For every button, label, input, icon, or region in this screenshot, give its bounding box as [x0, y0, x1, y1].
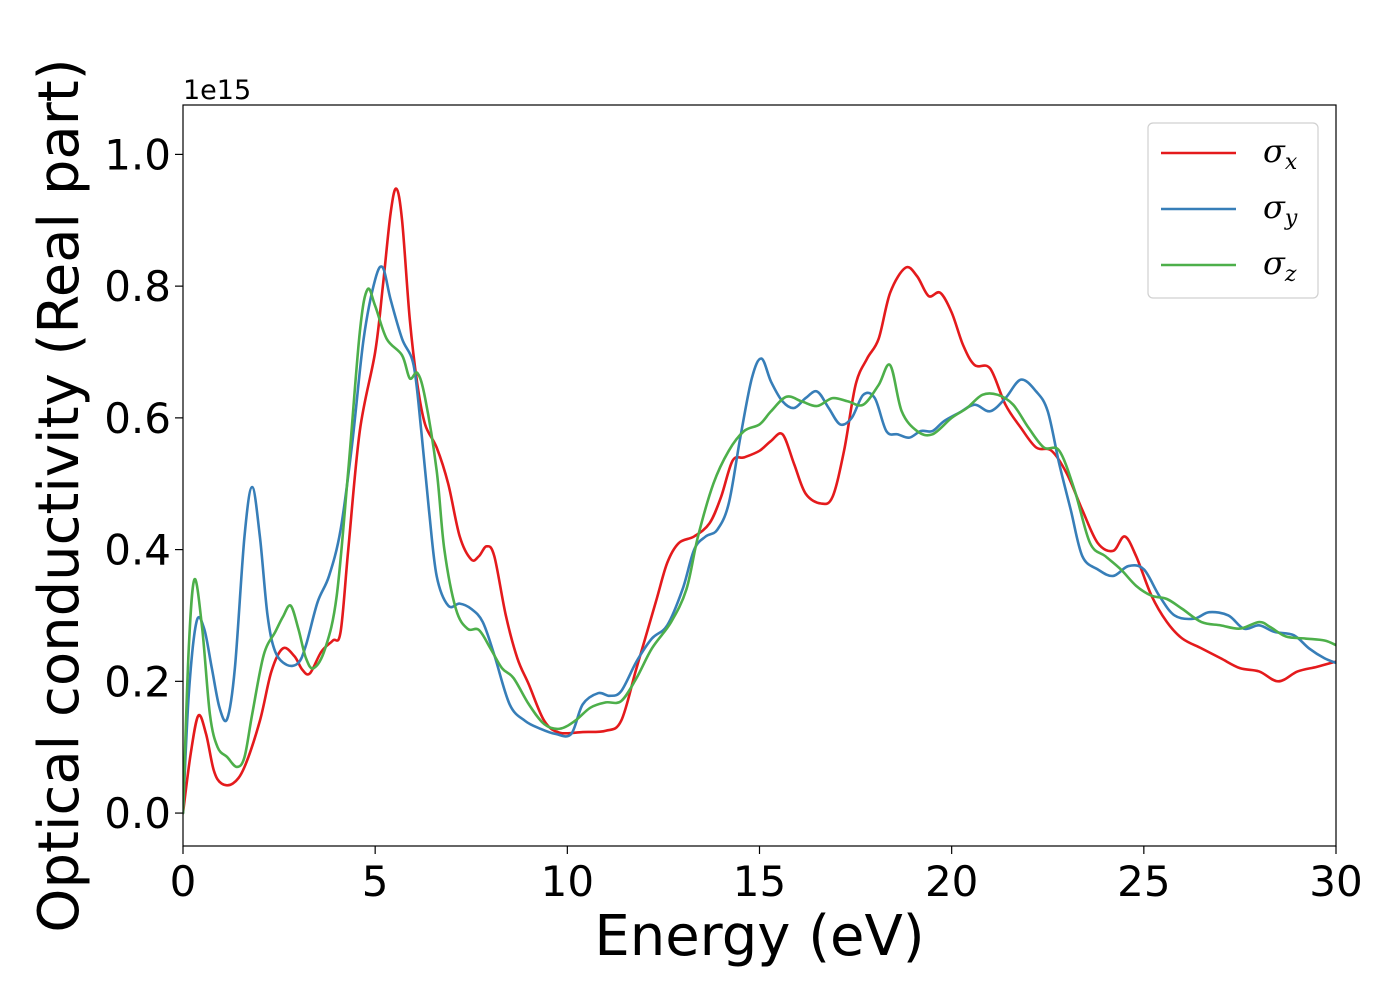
- x-tick-label: 15: [733, 857, 786, 906]
- ticks-layer: 0 5 10 15 20 25 30 0.0 0.2 0.4 0.6 0.8 1.0: [104, 130, 1363, 906]
- y-tick-label: 0.0: [104, 789, 171, 838]
- y-offset-label: 1e15: [183, 75, 251, 106]
- legend-label: σx: [1263, 132, 1298, 175]
- y-axis-title: Optical conductivity (Real part): [27, 58, 92, 932]
- x-tick-label: 30: [1309, 857, 1362, 906]
- legend-item-z: σz: [1161, 244, 1297, 287]
- y-tick-label: 0.6: [104, 394, 171, 443]
- y-tick-label: 0.2: [104, 657, 171, 706]
- legend-label: σy: [1263, 188, 1298, 231]
- legend-item-y: σy: [1161, 188, 1298, 231]
- legend: σx σy σz: [1147, 122, 1319, 299]
- x-tick-label: 25: [1117, 857, 1170, 906]
- x-tick-label: 20: [925, 857, 978, 906]
- series-layer: [183, 187, 1336, 815]
- y-tick-label: 0.8: [104, 262, 171, 311]
- x-tick-label: 5: [362, 857, 389, 906]
- legend-label: σz: [1263, 244, 1297, 287]
- legend-item-x: σx: [1161, 132, 1298, 175]
- series-line-z: [183, 287, 1336, 815]
- y-tick-label: 0.4: [104, 526, 171, 575]
- x-tick-label: 10: [541, 857, 594, 906]
- series-line-y: [183, 265, 1336, 815]
- legend-box: [1147, 122, 1319, 299]
- y-tick-label: 1.0: [104, 130, 171, 179]
- x-axis-title: Energy (eV): [594, 904, 924, 969]
- x-tick-label: 0: [170, 857, 197, 906]
